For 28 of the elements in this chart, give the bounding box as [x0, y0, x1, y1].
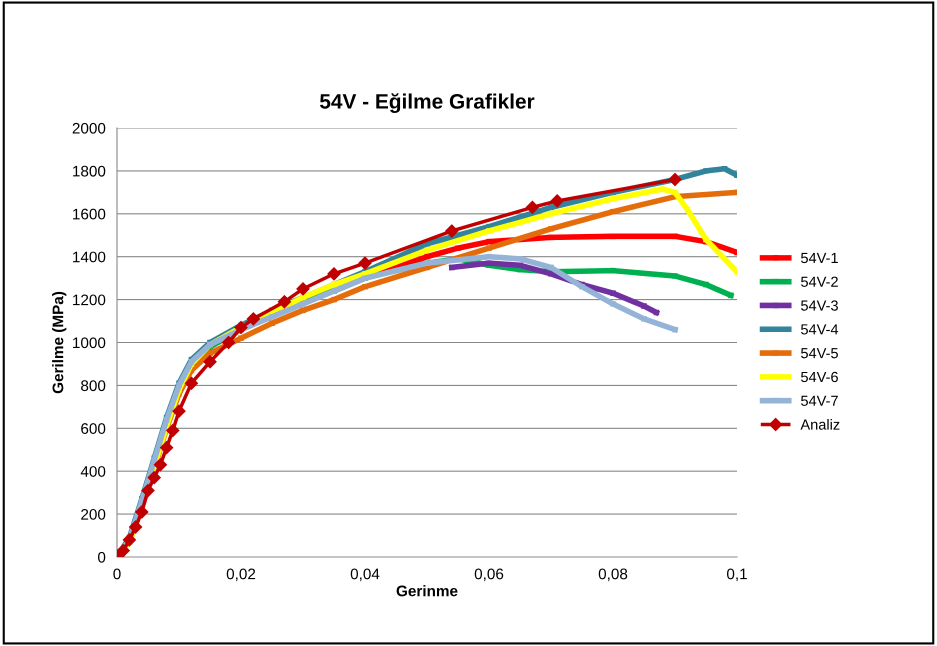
legend-label: 54V-1: [801, 252, 838, 264]
x-tick-label: 0,08: [598, 568, 628, 582]
y-tick-label: 1200: [73, 294, 106, 306]
x-tick-label: 0,04: [350, 568, 380, 582]
chart-title: 54V - Eğilme Grafikler: [320, 93, 534, 113]
y-tick-label: 0: [98, 552, 106, 563]
legend-label: 54V-4: [801, 324, 838, 335]
legend-label: 54V-3: [801, 300, 838, 311]
x-axis-title: Gerinme: [396, 585, 458, 596]
x-tick-label: 0,06: [474, 568, 504, 582]
y-tick-label: 1400: [73, 252, 106, 262]
legend-label: 54V-2: [801, 276, 838, 287]
y-tick-label: 200: [81, 508, 106, 520]
legend-label: Analiz: [800, 419, 840, 430]
y-tick-label: 400: [80, 466, 106, 477]
x-tick-label: 0,1: [726, 568, 747, 582]
x-tick-label: 0: [113, 568, 121, 580]
y-tick-label: 600: [81, 423, 106, 434]
y-tick-label: 1800: [73, 166, 106, 177]
legend-label: 54V-5: [801, 348, 838, 358]
legend-label: 54V-7: [801, 396, 838, 406]
y-tick-label: 2000: [72, 122, 106, 134]
legend-label: 54V-6: [801, 372, 838, 382]
x-tick-label: 0,02: [226, 568, 256, 582]
y-tick-label: 800: [81, 380, 106, 392]
y-tick-label: 1600: [73, 208, 106, 220]
y-axis-title: Gerilme (MPa): [52, 292, 66, 394]
y-tick-label: 1000: [73, 337, 106, 348]
